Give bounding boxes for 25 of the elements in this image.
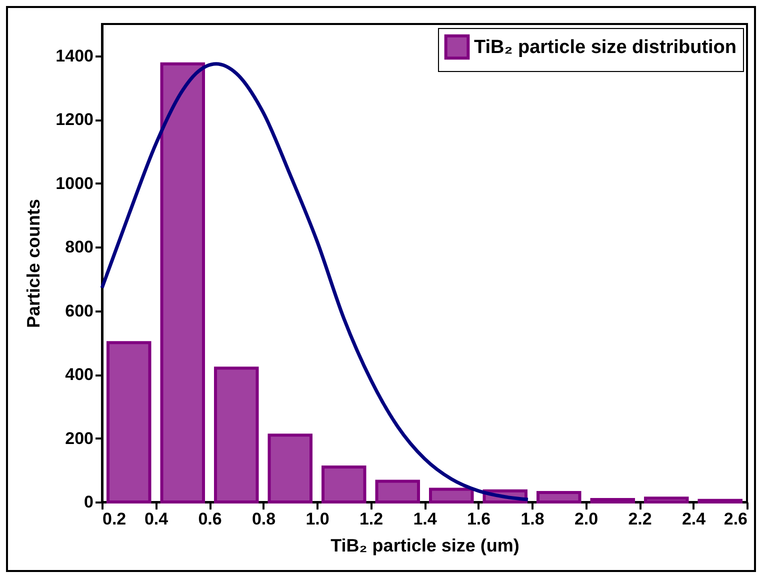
y-tick-label: 1000 [56, 174, 94, 193]
x-tick-label: 1.8 [520, 510, 544, 528]
x-tick-label: 0.8 [252, 510, 276, 528]
y-tick-label: 600 [65, 301, 94, 320]
y-tick-label: 200 [65, 428, 94, 448]
x-tick-label: 2.4 [682, 510, 706, 528]
x-axis-title: TiB₂ particle size (um) [330, 536, 520, 556]
y-tick-label: 400 [65, 365, 94, 384]
x-tick-label: 1.2 [359, 510, 384, 528]
x-tick-label: 2.6 [724, 510, 748, 528]
y-tick-label: 800 [65, 238, 94, 257]
x-tick-label: 1.0 [306, 510, 330, 528]
y-axis-title: Particle counts [24, 198, 44, 328]
x-tick-label: 2.0 [574, 510, 598, 528]
x-tick-label: 1.4 [413, 510, 438, 528]
x-tick-label: 0.6 [198, 510, 222, 528]
legend-label: TiB₂ particle size distribution [474, 37, 737, 58]
y-tick-label: 1400 [56, 46, 94, 66]
line-series [100, 62, 530, 502]
y-tick-label: 1200 [56, 110, 94, 130]
x-tick-label: 0.2 [102, 510, 126, 528]
x-tick-label: 2.2 [628, 510, 652, 528]
y-tick-label: 0 [84, 492, 94, 512]
x-tick-label: 1.6 [466, 510, 491, 528]
x-tick-label: 0.4 [144, 510, 169, 528]
